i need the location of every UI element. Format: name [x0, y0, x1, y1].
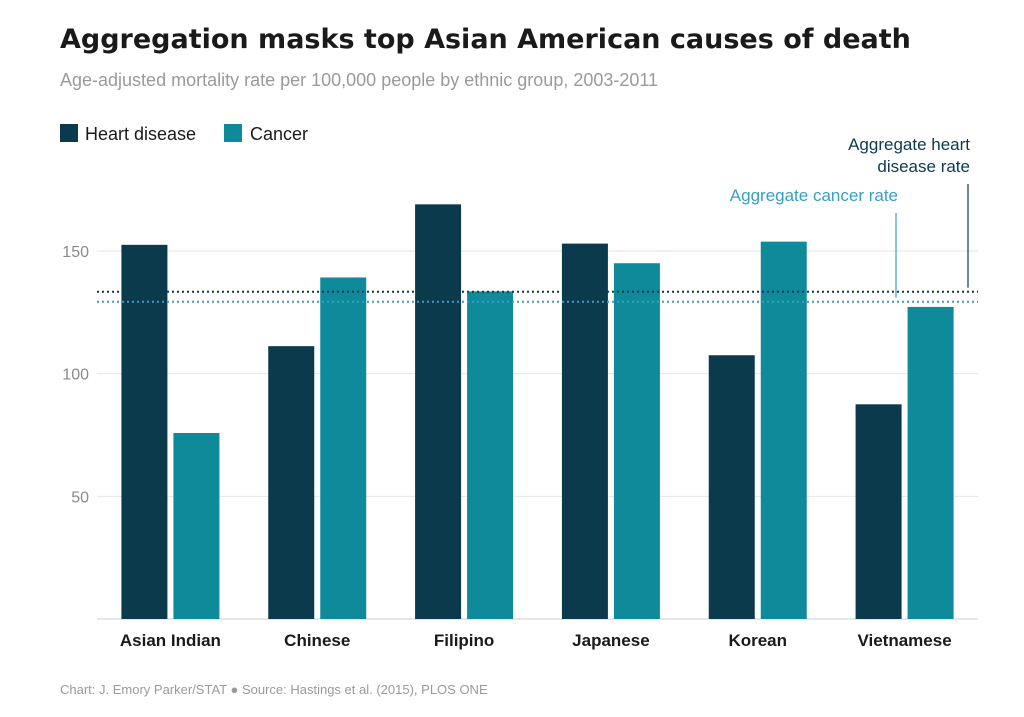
x-tick-label-chinese: Chinese: [284, 631, 350, 650]
bar-cancer-filipino: [467, 291, 514, 619]
legend: Heart disease Cancer: [60, 124, 308, 144]
bar-cancer-vietnamese: [907, 306, 954, 619]
reference-label-heart-0: Aggregate heart: [848, 135, 970, 154]
reference-label-cancer-0: Aggregate cancer rate: [730, 186, 898, 205]
bar-cancer-korean: [760, 241, 807, 619]
gridlines: [97, 250, 978, 620]
legend-label-heart-disease: Heart disease: [85, 124, 196, 144]
y-axis-ticks: 50 100 150: [62, 244, 89, 506]
bars: [121, 204, 954, 620]
bar-heart-disease-asian-indian: [121, 244, 168, 620]
y-tick-label-50: 50: [71, 489, 89, 506]
reference-label-heart-1: disease rate: [877, 157, 970, 176]
y-tick-label-150: 150: [62, 244, 89, 261]
bar-heart-disease-vietnamese: [855, 404, 902, 619]
x-tick-label-vietnamese: Vietnamese: [857, 631, 951, 650]
bar-cancer-asian-indian: [173, 433, 220, 619]
bar-cancer-japanese: [613, 263, 660, 619]
y-tick-label-100: 100: [62, 367, 89, 384]
x-tick-label-japanese: Japanese: [572, 631, 650, 650]
bar-heart-disease-japanese: [561, 243, 608, 619]
chart-subtitle: Age-adjusted mortality rate per 100,000 …: [60, 70, 658, 90]
x-tick-label-korean: Korean: [728, 631, 787, 650]
x-tick-label-asian-indian: Asian Indian: [120, 631, 221, 650]
legend-swatch-heart-disease: [60, 124, 78, 142]
x-tick-label-filipino: Filipino: [434, 631, 494, 650]
legend-swatch-cancer: [224, 124, 242, 142]
bar-heart-disease-chinese: [268, 346, 315, 619]
chart-source: Chart: J. Emory Parker/STAT ● Source: Ha…: [60, 682, 488, 697]
legend-label-cancer: Cancer: [250, 124, 308, 144]
bar-heart-disease-korean: [708, 355, 755, 619]
x-axis-categories: Asian Indian Chinese Filipino Japanese Korea…: [120, 631, 952, 650]
bar-heart-disease-filipino: [415, 204, 462, 619]
bar-cancer-chinese: [320, 277, 367, 619]
chart-title: Aggregation masks top Asian American cau…: [60, 24, 911, 55]
reference-lines: Aggregate heart disease rate Aggregate can…: [97, 135, 978, 303]
